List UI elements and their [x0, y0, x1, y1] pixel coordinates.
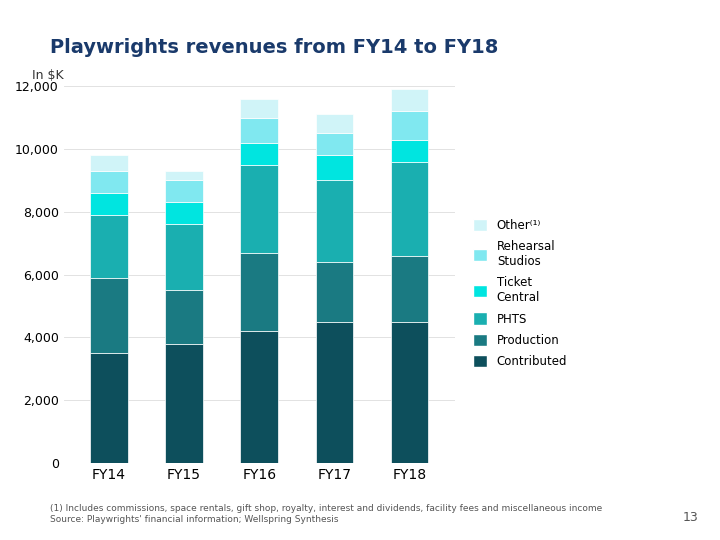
Bar: [240, 118, 278, 143]
Bar: [166, 171, 203, 180]
Bar: [240, 99, 278, 118]
Bar: [240, 331, 278, 463]
Bar: [240, 143, 278, 165]
Bar: [90, 353, 127, 463]
Bar: [90, 171, 127, 193]
Bar: [90, 193, 127, 215]
Bar: [166, 202, 203, 224]
Bar: [166, 290, 203, 343]
Bar: [90, 215, 127, 278]
Bar: [90, 278, 127, 353]
Bar: [315, 133, 354, 155]
Bar: [315, 155, 354, 180]
Bar: [240, 165, 278, 253]
Bar: [166, 343, 203, 463]
Text: Playwrights revenues from FY14 to FY18: Playwrights revenues from FY14 to FY18: [50, 38, 499, 57]
Bar: [315, 322, 354, 463]
Bar: [166, 180, 203, 202]
Bar: [166, 224, 203, 290]
Text: (1) Includes commissions, space rentals, gift shop, royalty, interest and divide: (1) Includes commissions, space rentals,…: [50, 504, 603, 524]
Bar: [391, 322, 428, 463]
Bar: [391, 139, 428, 161]
Bar: [240, 253, 278, 331]
Bar: [391, 256, 428, 322]
Bar: [391, 89, 428, 111]
Legend: Other⁽¹⁾, Rehearsal
Studios, Ticket
Central, PHTS, Production, Contributed: Other⁽¹⁾, Rehearsal Studios, Ticket Cent…: [469, 214, 572, 373]
Bar: [315, 262, 354, 322]
Bar: [315, 114, 354, 133]
Bar: [391, 111, 428, 139]
Text: 13: 13: [683, 511, 698, 524]
Bar: [90, 155, 127, 171]
Bar: [391, 161, 428, 256]
Bar: [315, 180, 354, 262]
Text: In $K: In $K: [32, 70, 64, 83]
